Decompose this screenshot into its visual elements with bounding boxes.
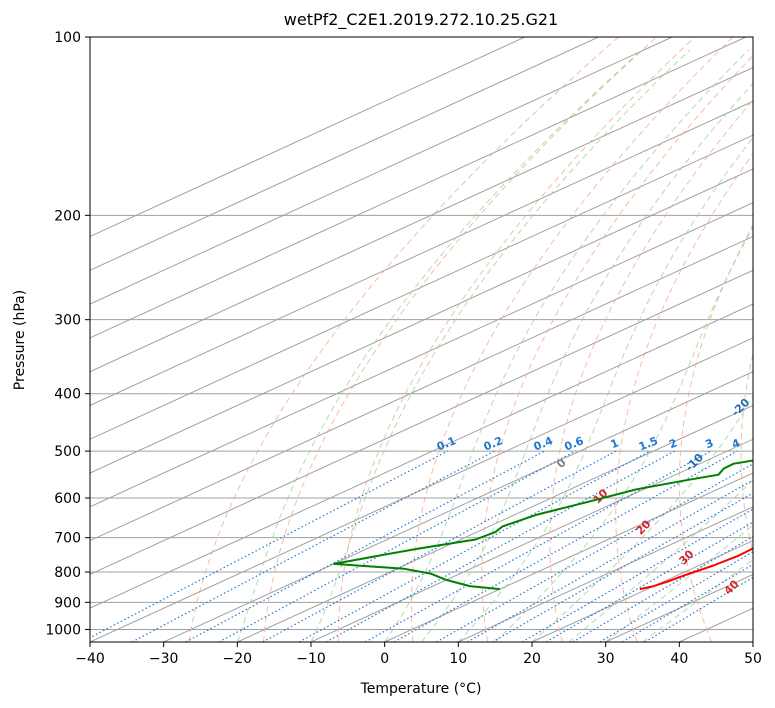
isotherm-line <box>237 404 753 642</box>
y-axis-label: Pressure (hPa) <box>12 290 28 390</box>
mixing-ratio-label: 3 <box>703 436 715 451</box>
moist-adiabat-line <box>236 49 643 642</box>
mixing-ratio-line <box>131 450 495 642</box>
isotherm-line <box>90 37 526 238</box>
moist-adiabat-line <box>531 394 753 642</box>
mixing-ratio-line <box>436 463 753 642</box>
y-tick-label: 700 <box>54 531 81 547</box>
mixing-ratio-line <box>298 450 650 642</box>
y-tick-label: 500 <box>54 444 81 460</box>
isotherm-line <box>90 37 673 305</box>
y-tick-label: 100 <box>54 30 81 46</box>
mixing-ratio-line <box>393 450 738 642</box>
y-tick-label: 1000 <box>45 622 81 638</box>
dry-adiabat-line <box>410 37 734 642</box>
isotherm-line <box>90 134 753 440</box>
mixing-ratio-label: 2 <box>667 436 679 451</box>
isotherm-line <box>90 202 753 508</box>
isotherm-line <box>90 66 753 373</box>
mixing-ratio-label: 1 <box>609 436 621 451</box>
mixing-ratio-label: 6 <box>769 436 775 451</box>
x-tick-label: −30 <box>149 651 179 667</box>
isotherm-line <box>163 371 753 642</box>
x-tick-label: −10 <box>296 651 326 667</box>
mixing-ratio-line <box>521 508 753 642</box>
x-tick-label: 30 <box>597 651 615 667</box>
x-axis-label: Temperature (°C) <box>360 681 482 697</box>
x-tick-label: 20 <box>523 651 541 667</box>
moist-adiabat-line <box>494 226 753 642</box>
isotherm-line <box>752 641 753 642</box>
mixing-ratio-line <box>365 450 711 642</box>
isotherm-label: -30 <box>769 344 775 367</box>
mixing-ratio-line <box>90 450 448 639</box>
moist-adiabat-line <box>421 82 753 642</box>
isotherm-line <box>384 472 753 642</box>
y-tick-label: 800 <box>54 565 81 581</box>
moist-adiabat-line <box>310 49 691 642</box>
dry-adiabat-line <box>263 37 657 642</box>
dry-adiabat-line <box>481 54 753 642</box>
isotherm-line <box>90 303 753 609</box>
dry-adiabat-line <box>678 224 753 642</box>
plot-frame <box>89 36 754 643</box>
moist-adiabat-line <box>457 136 753 642</box>
isotherm-line <box>458 506 753 642</box>
x-tick-label: 40 <box>670 651 688 667</box>
mixing-ratio-line <box>185 450 545 642</box>
isotherm-line <box>90 235 753 542</box>
x-tick-label: 0 <box>380 651 389 667</box>
isotherm-line <box>679 607 753 642</box>
dry-adiabat-line <box>615 152 753 642</box>
mixing-ratio-line <box>622 563 753 642</box>
moist-adiabat-line <box>384 49 750 642</box>
isotherm-line <box>310 438 753 642</box>
x-tick-label: −40 <box>75 651 105 667</box>
y-tick-label: 400 <box>54 387 81 403</box>
moist-adiabat-line <box>642 558 753 642</box>
dry-adiabat-line <box>188 37 619 642</box>
isotherm-line <box>90 100 753 407</box>
dry-adiabat-line <box>549 99 753 642</box>
chart-title: wetPf2_C2E1.2019.272.10.25.G21 <box>284 10 558 30</box>
y-tick-label: 200 <box>54 208 81 224</box>
isotherm-label: -20 <box>729 396 752 419</box>
dry-adiabat-line <box>337 37 696 642</box>
y-tick-label: 300 <box>54 313 81 329</box>
moist-adiabat-line <box>568 479 753 642</box>
mixing-ratio-line <box>325 450 675 642</box>
mixing-ratio-line <box>262 450 617 642</box>
isotherm-line <box>90 37 599 271</box>
mixing-ratio-line <box>218 450 576 642</box>
isotherm-line <box>90 37 747 339</box>
x-tick-label: 10 <box>449 651 467 667</box>
x-tick-label: −20 <box>223 651 253 667</box>
isotherm-line <box>531 540 753 642</box>
dewpoint-profile <box>333 459 753 591</box>
y-tick-label: 900 <box>54 595 81 611</box>
mixing-ratio-line <box>491 492 753 642</box>
isotherm-line <box>90 269 753 575</box>
y-tick-label: 600 <box>54 491 81 507</box>
isotherm-line <box>90 337 753 642</box>
isotherm-line <box>90 168 753 474</box>
x-tick-label: 50 <box>744 651 762 667</box>
dry-adiabat-label: 30 <box>677 547 697 567</box>
dry-adiabat-line <box>740 351 753 555</box>
